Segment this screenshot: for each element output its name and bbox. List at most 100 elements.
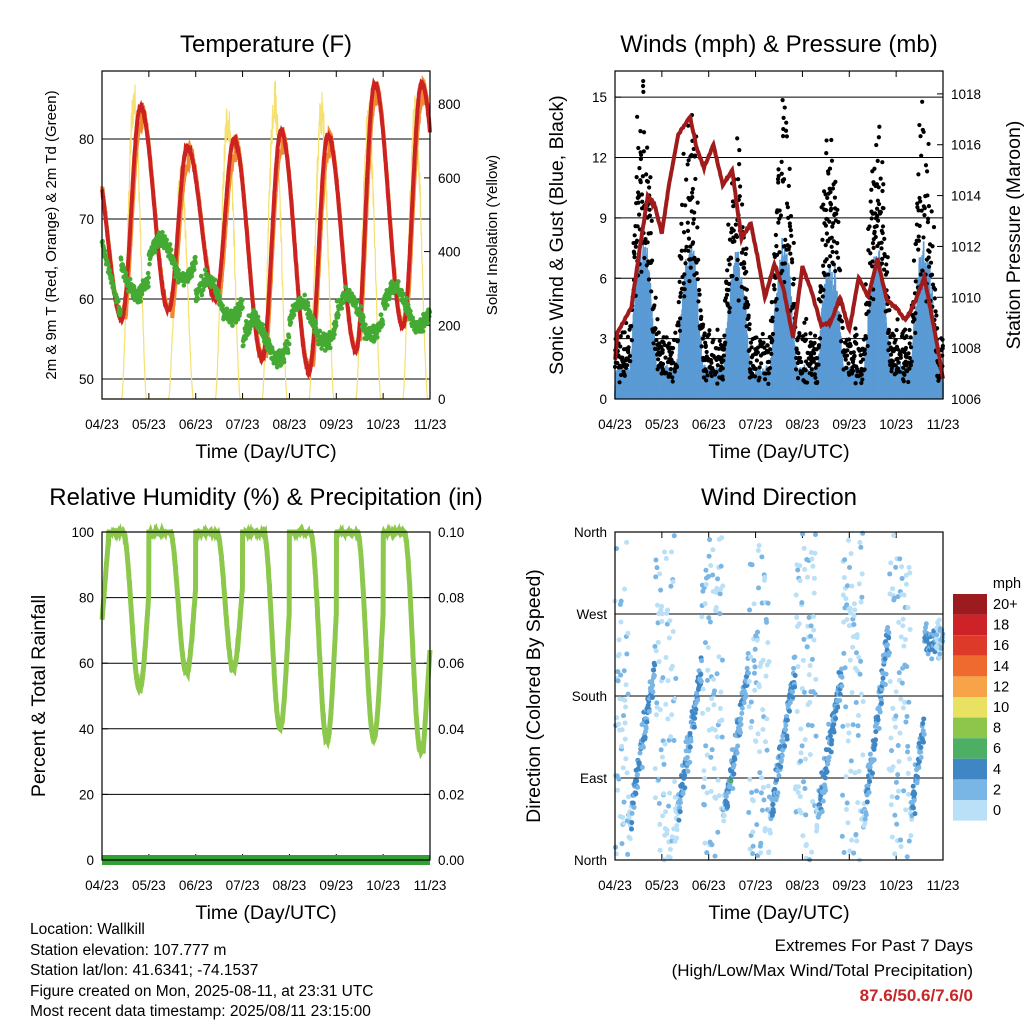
panel-2: Relative Humidity (%) & Precipitation (i… [28,484,483,924]
gust-point [783,237,788,242]
gust-point [776,167,781,172]
gust-point [731,228,736,233]
direction-point [717,611,723,617]
gust-point [725,268,730,273]
gust-point [645,145,650,150]
dewpoint-point [305,303,311,309]
gust-point [693,176,698,182]
direction-point [731,762,737,768]
y-tick-label: 12 [592,151,607,166]
direction-point [673,676,679,681]
dewpoint-point [160,230,165,235]
gust-point [618,372,624,378]
gust-point [834,211,839,216]
direction-point [707,537,713,543]
direction-point [657,847,663,853]
dewpoint-point [202,267,208,273]
x-tick-label: 10/23 [879,878,913,893]
dewpoint-point [147,261,152,267]
gust-point [638,129,643,134]
y-tick-label: 40 [79,722,94,737]
dewpoint-point [360,318,366,324]
gust-point [703,343,708,348]
gust-point [803,332,808,337]
gust-point [742,261,747,266]
gust-point [777,216,782,221]
direction-point [738,730,744,736]
dewpoint-point [176,267,181,273]
gust-point [837,268,843,273]
y-tick-label: South [572,689,607,704]
gust-point [746,302,751,307]
gust-point [797,355,803,361]
gust-point [876,201,882,207]
direction-point [661,791,667,797]
gust-point [678,294,683,299]
direction-point [704,790,710,796]
gust-point [872,229,877,234]
dewpoint-point [193,260,198,266]
y-tick-label: 9 [599,211,607,226]
direction-point [710,547,716,553]
gust-point [907,366,912,371]
direction-point [615,669,621,675]
gust-point [625,334,631,339]
gust-point [781,177,787,182]
gust-point [853,326,858,331]
direction-point [661,549,667,555]
direction-point [700,710,706,716]
gust-point [877,124,882,129]
panel-3: Wind Direction 04/23 05/23 06/23 07/23 08/23 0… [523,484,1021,924]
dewpoint-point [408,308,413,314]
gust-point [918,272,923,277]
direction-point [705,706,711,712]
direction-point [663,701,669,707]
dewpoint-point [167,242,173,247]
direction-point [650,682,656,688]
direction-point [682,785,688,791]
gust-point [682,287,687,292]
gust-point [669,350,675,355]
direction-point [693,706,699,712]
direction-point [652,766,658,772]
gust-point [770,315,775,320]
direction-point [634,772,640,778]
direction-point [717,706,723,712]
gust-point [744,246,749,251]
gust-point [823,192,828,197]
gust-point [812,340,817,346]
direction-point [671,533,677,539]
gust-point [809,367,814,372]
direction-point [670,628,676,634]
gust-point [859,380,864,386]
dewpoint-point [145,280,151,285]
direction-point [663,555,669,561]
gust-point [919,208,924,213]
direction-point [711,702,717,708]
direction-point [713,605,719,611]
gust-point [829,206,834,211]
direction-point [615,787,621,793]
gust-point [870,264,875,269]
direction-point [719,657,725,663]
gust-point [829,137,834,143]
gust-point [868,199,873,204]
x-axis-label: Time (Day/UTC) [708,902,849,924]
y-axis-label: Percent & Total Rainfall [28,595,50,797]
gust-point [668,367,674,372]
y2-axis-label: Station Pressure (Maroon) [1003,121,1024,350]
y2-tick-label: 1018 [951,87,981,102]
direction-point [624,651,630,657]
direction-point [623,704,629,710]
gust-point [699,314,704,319]
gust-point [930,244,935,249]
gust-point [632,251,637,256]
gust-point [656,357,661,362]
gust-point [636,190,641,195]
gust-point [640,83,646,89]
gust-point [699,344,704,349]
gust-point [779,171,784,176]
gust-point [869,187,874,192]
gust-point [893,337,898,343]
direction-point [667,846,673,852]
